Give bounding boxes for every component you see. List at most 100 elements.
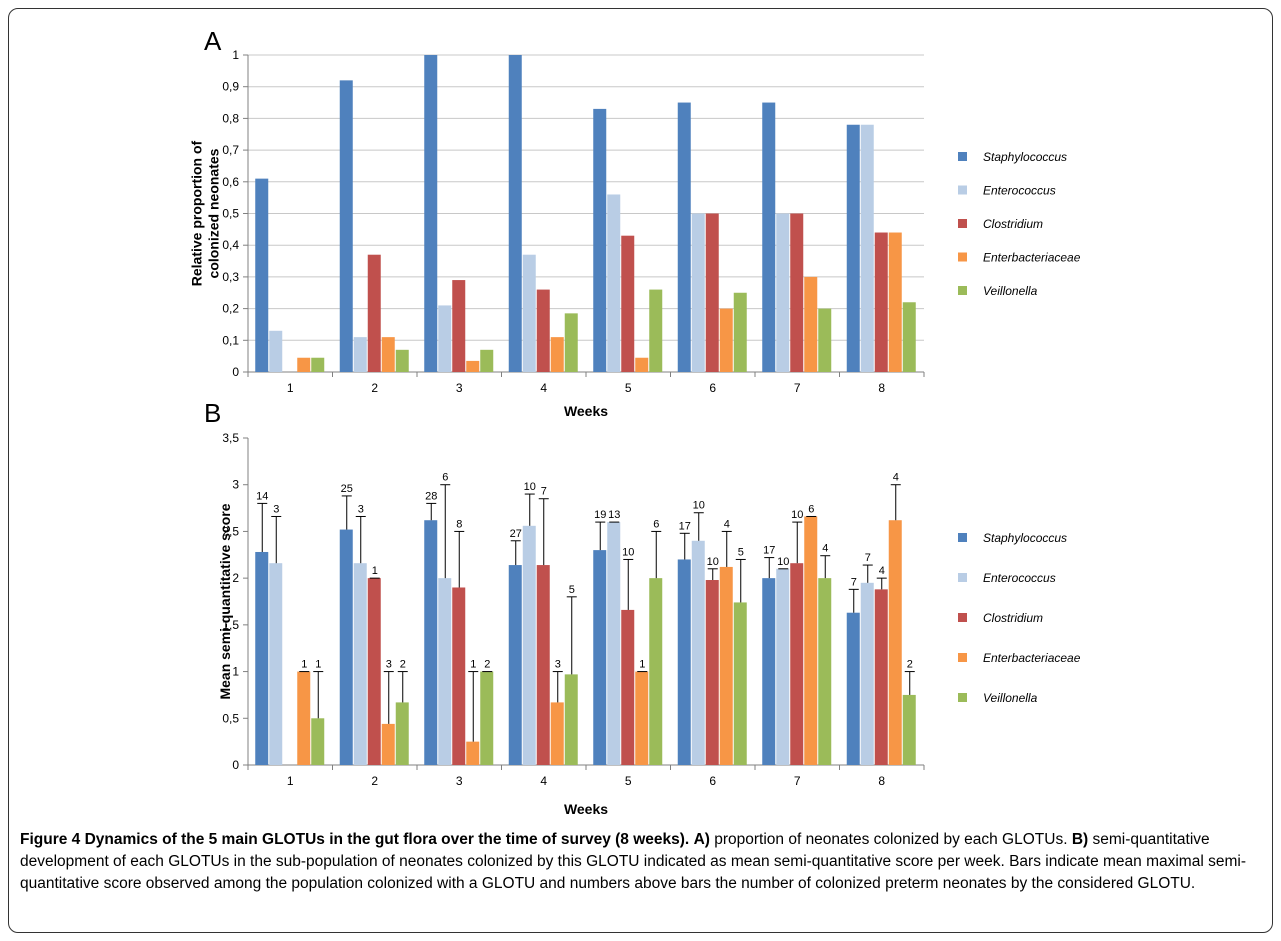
bar [522,254,536,372]
y-tick-label: 2 [232,571,239,585]
bar [776,568,790,765]
x-tick-label: 4 [540,381,547,395]
count-label: 6 [808,503,814,515]
bar [888,232,902,372]
legend-label: Veillonella [983,284,1038,298]
x-tick-label: 5 [625,774,632,788]
count-label: 10 [524,481,536,493]
count-label: 4 [893,472,899,484]
legend-swatch [958,185,967,195]
y-tick-label: 0,5 [222,207,239,221]
legend-swatch [958,286,967,295]
x-axis-title: Weeks [564,403,608,419]
y-axis-title: colonized neonates [206,148,222,278]
figure-charts: A B 00,10,20,30,40,50,60,70,80,911 2 3 4 5 6 7… [189,26,1081,817]
bar [846,612,860,765]
count-label: 17 [679,520,691,532]
count-label: 13 [608,509,620,521]
count-label: 1 [301,659,307,671]
bar [367,578,381,765]
x-tick-label: 2 [371,381,378,395]
x-tick-label: 7 [794,381,801,395]
legend-swatch [958,252,967,262]
count-label: 4 [879,565,885,577]
bar [424,520,438,765]
y-tick-label: 0,7 [222,143,239,157]
count-label: 1 [470,659,476,671]
caption-line2-start: GLOTUs. [1002,831,1072,848]
count-label: 25 [341,483,353,495]
legend-label: Enterococcus [983,184,1056,198]
legend-label: Enterbacteriaceae [983,251,1081,265]
y-tick-label: 0 [232,365,239,379]
count-label: 10 [693,500,705,512]
count-label: 17 [763,545,775,557]
count-label: 5 [738,546,744,558]
bar [691,213,705,372]
count-label: 14 [256,490,268,502]
bar [381,723,395,765]
legend-label: Enterbacteriaceae [983,651,1081,665]
y-tick-label: 1,5 [222,618,239,632]
bar [452,587,466,765]
y-tick-label: 1 [232,48,239,62]
count-label: 7 [541,486,547,498]
bar [649,289,663,372]
legend-swatch [958,219,967,228]
caption-part-b-label: B) [1071,831,1089,848]
count-label: 2 [484,659,490,671]
y-tick-label: 1 [232,665,239,679]
caption-part-a-text: proportion of neonates colonized by each [709,831,998,848]
bar [691,540,705,765]
bar [438,305,452,372]
bar [804,276,818,372]
count-label: 4 [724,518,730,530]
bar [339,80,353,373]
bar [860,124,874,373]
legend-label: Clostridium [983,611,1043,625]
x-tick-label: 5 [625,381,632,395]
x-tick-label: 4 [540,774,547,788]
bar [635,357,649,372]
chart-a: 0 0,1 0,2 0,3 0,4 0,5 0,6 0,7 0,8 0,9 1 1 2 3 4 5 6 7 8 Wee… [189,48,1081,419]
bar [550,702,564,765]
caption-part-b-text: semi-quantitative development of each GL… [20,831,1246,892]
bar [649,578,663,765]
bar [621,235,635,372]
x-tick-label: 8 [878,774,885,788]
bar [733,292,747,372]
bar [790,213,804,372]
bar [452,280,466,372]
y-tick-label: 0,8 [222,111,239,125]
bar [536,289,550,372]
bar [818,578,832,765]
bar [269,563,283,765]
x-tick-label: 7 [794,774,801,788]
bar [677,102,691,373]
count-label: 27 [510,528,522,540]
bar [395,349,409,372]
bar [269,330,283,372]
chart-b: 00,511,522,533,51 2 3 4 5 6 7 81425282719171773… [217,431,1081,817]
bar [466,360,480,372]
y-tick-label: 0,9 [222,80,239,94]
count-label: 1 [315,659,321,671]
figure-caption: Figure 4 Dynamics of the 5 main GLOTUs i… [20,829,1265,895]
y-tick-label: 3 [232,478,239,492]
bar [438,578,452,765]
count-label: 7 [865,552,871,564]
legend-label: Veillonella [983,691,1038,705]
x-tick-label: 1 [287,381,294,395]
count-label: 3 [386,659,392,671]
count-label: 2 [907,659,913,671]
bar [846,124,860,373]
panel-b-letter: B [204,398,221,428]
bar [902,302,916,372]
bar [762,102,776,373]
count-label: 3 [555,659,561,671]
bar [593,550,607,765]
bar [621,609,635,765]
x-tick-label: 6 [709,774,716,788]
legend-swatch [958,693,967,702]
bar [874,232,888,372]
